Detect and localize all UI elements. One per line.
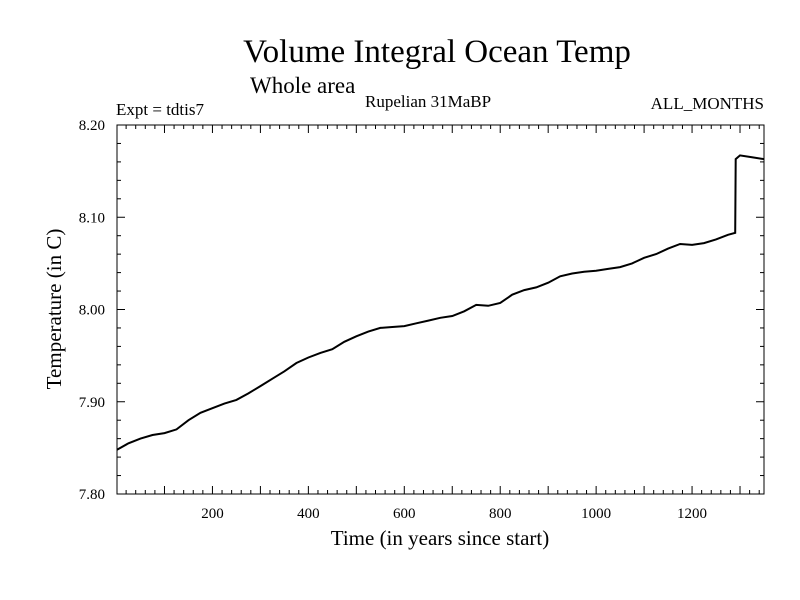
- x-axis-tick-labels: 200 400 600 800 1000 1200: [201, 506, 707, 522]
- y-tick-label: 8.00: [79, 303, 105, 319]
- months-label: ALL_MONTHS: [651, 94, 764, 113]
- period-label: Rupelian 31MaBP: [365, 92, 491, 111]
- plot-frame: [116, 124, 765, 495]
- y-tick-label: 7.80: [79, 487, 105, 503]
- y-tick-label: 8.20: [79, 118, 105, 134]
- chart-subtitle: Whole area: [250, 73, 355, 98]
- y-axis-ticks: [117, 124, 764, 495]
- experiment-label: Expt = tdtis7: [116, 100, 204, 119]
- x-axis-ticks: [125, 125, 760, 494]
- series-line: [116, 154, 765, 451]
- x-tick-label: 200: [201, 506, 224, 522]
- x-tick-label: 400: [297, 506, 320, 522]
- x-tick-label: 800: [489, 506, 512, 522]
- x-tick-label: 1000: [581, 506, 611, 522]
- chart-title: Volume Integral Ocean Temp: [243, 34, 631, 70]
- y-axis-tick-labels: 7.80 7.90 8.00 8.10 8.20: [79, 118, 105, 503]
- y-tick-label: 8.10: [79, 210, 105, 226]
- y-axis-label: Temperature (in C): [42, 229, 66, 390]
- x-tick-label: 600: [393, 506, 416, 522]
- y-tick-label: 7.90: [79, 395, 105, 411]
- x-axis-label: Time (in years since start): [331, 526, 550, 550]
- x-tick-label: 1200: [677, 506, 707, 522]
